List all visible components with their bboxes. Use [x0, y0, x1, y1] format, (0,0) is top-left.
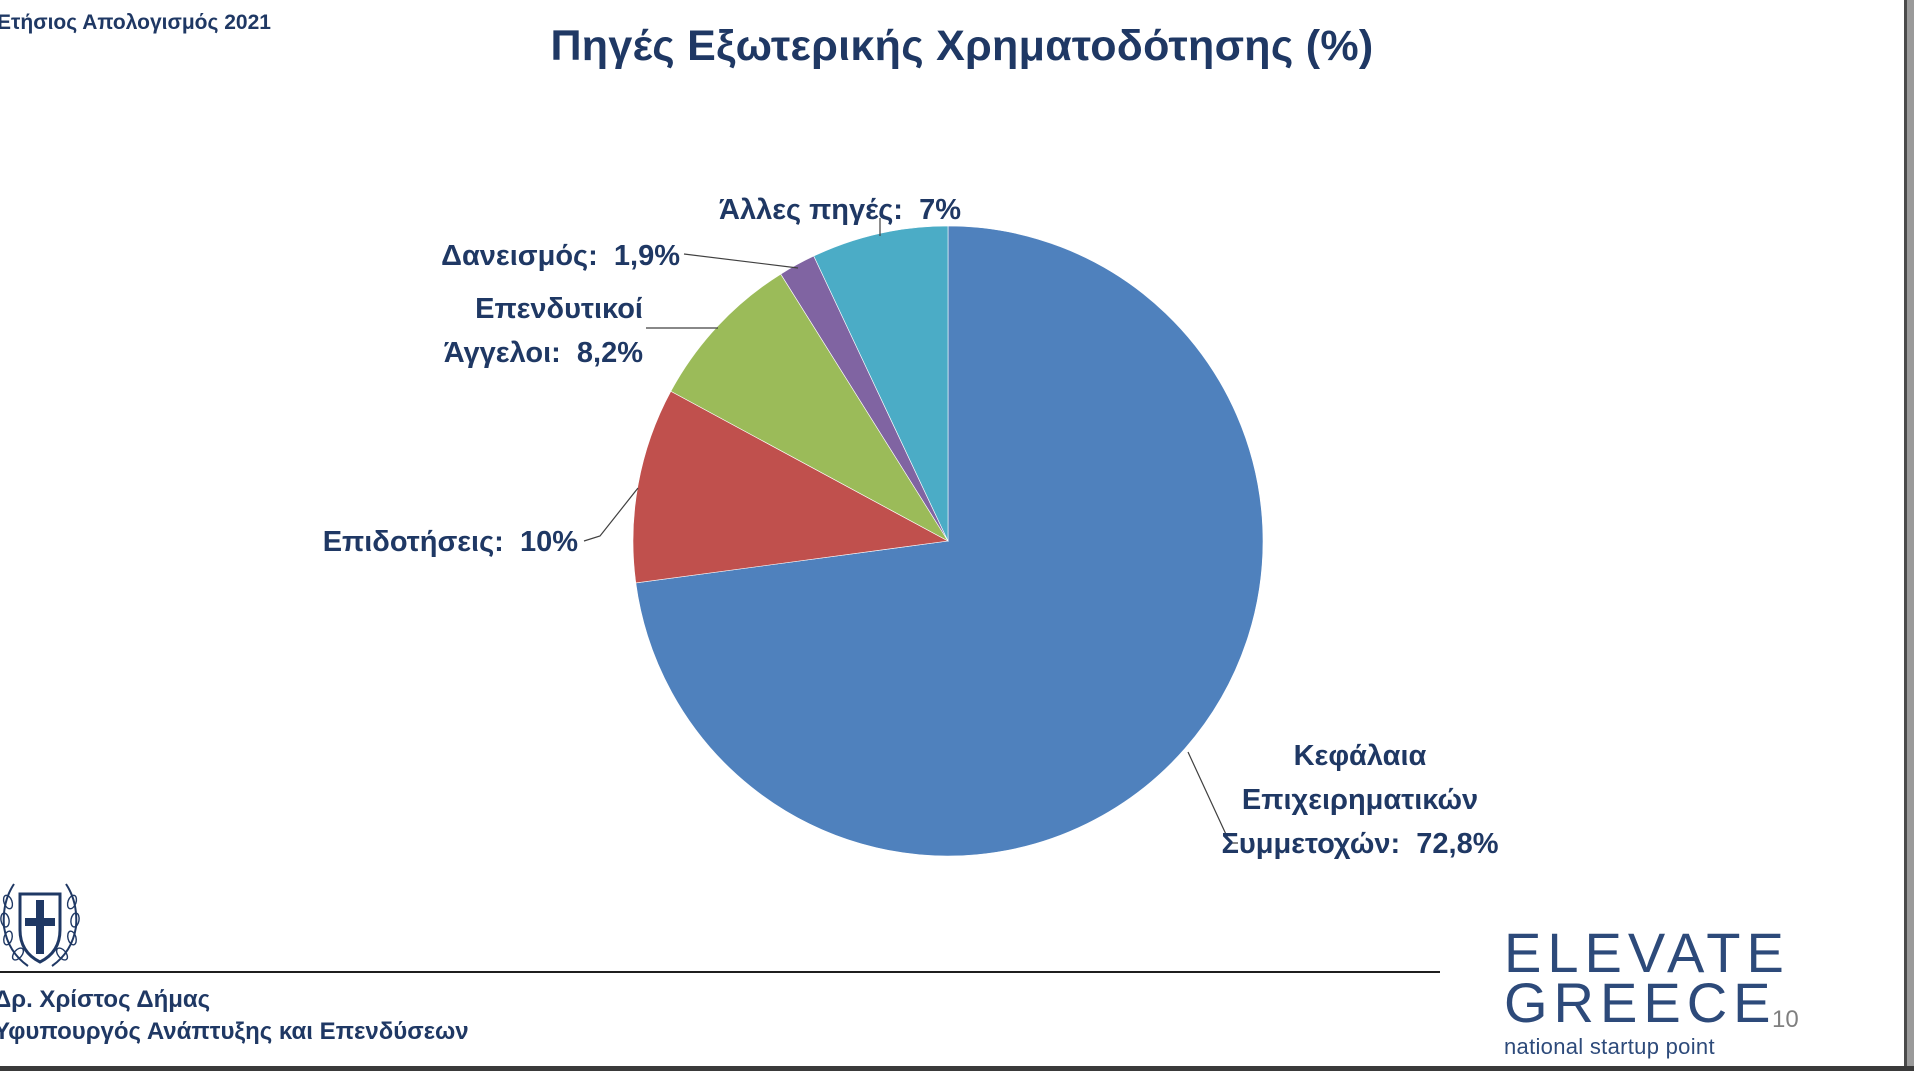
- slice-label-line: Άγγελοι: 8,2%: [444, 337, 644, 369]
- slice-label: Επενδυτικοί Άγγελοι: 8,2%: [444, 293, 644, 369]
- logo-line-2: GREECE: [1504, 971, 1777, 1034]
- slice-label-line: Επιχειρηματικών: [1242, 784, 1478, 816]
- leader-line: [1187, 751, 1238, 844]
- window-edge: [1904, 0, 1914, 1071]
- slice-label-line: Άλλες πηγές: 7%: [719, 194, 961, 226]
- elevate-greece-logo: ELEVATE GREECE national startup point: [1504, 925, 1784, 1060]
- pie-slice: [632, 390, 949, 584]
- slice-label: Επιδοτήσεις: 10%: [323, 526, 579, 558]
- window-bottom-edge: [0, 1066, 1914, 1071]
- slice-label: Δανεισμός: 1,9%: [441, 240, 680, 272]
- slice-label-line: Επιδοτήσεις: 10%: [323, 526, 579, 558]
- slice-label-line: Επενδυτικοί: [475, 293, 643, 325]
- footer-name: Δρ. Χρίστος Δήμας: [0, 986, 211, 1013]
- header-note: Ετήσιος Απολογισμός 2021: [0, 11, 271, 34]
- footer-role: Υφυπουργός Ανάπτυξης και Επενδύσεων: [0, 1018, 469, 1045]
- slice-label-line: Δανεισμός: 1,9%: [441, 240, 680, 272]
- leader-line: [683, 253, 799, 269]
- logo-tagline: national startup point: [1504, 1034, 1715, 1059]
- slice-label-line: Κεφάλαια: [1294, 740, 1427, 772]
- slice-label-line: Συμμετοχών: 72,8%: [1221, 828, 1498, 860]
- chart-title: Πηγές Εξωτερικής Χρηματοδότησης (%): [550, 22, 1374, 70]
- leader-line: [583, 487, 639, 542]
- greek-emblem-icon: [0, 883, 80, 967]
- page-number: 10: [1772, 1006, 1799, 1033]
- slice-label: Κεφάλαια Επιχειρηματικών Συμμετοχών: 72,8%: [1221, 740, 1498, 860]
- pie-slice: [670, 273, 949, 542]
- slice-label: Άλλες πηγές: 7%: [719, 194, 961, 226]
- pie-slice: [813, 225, 949, 542]
- pie-slice: [635, 225, 1264, 857]
- footer-divider: [0, 971, 1440, 973]
